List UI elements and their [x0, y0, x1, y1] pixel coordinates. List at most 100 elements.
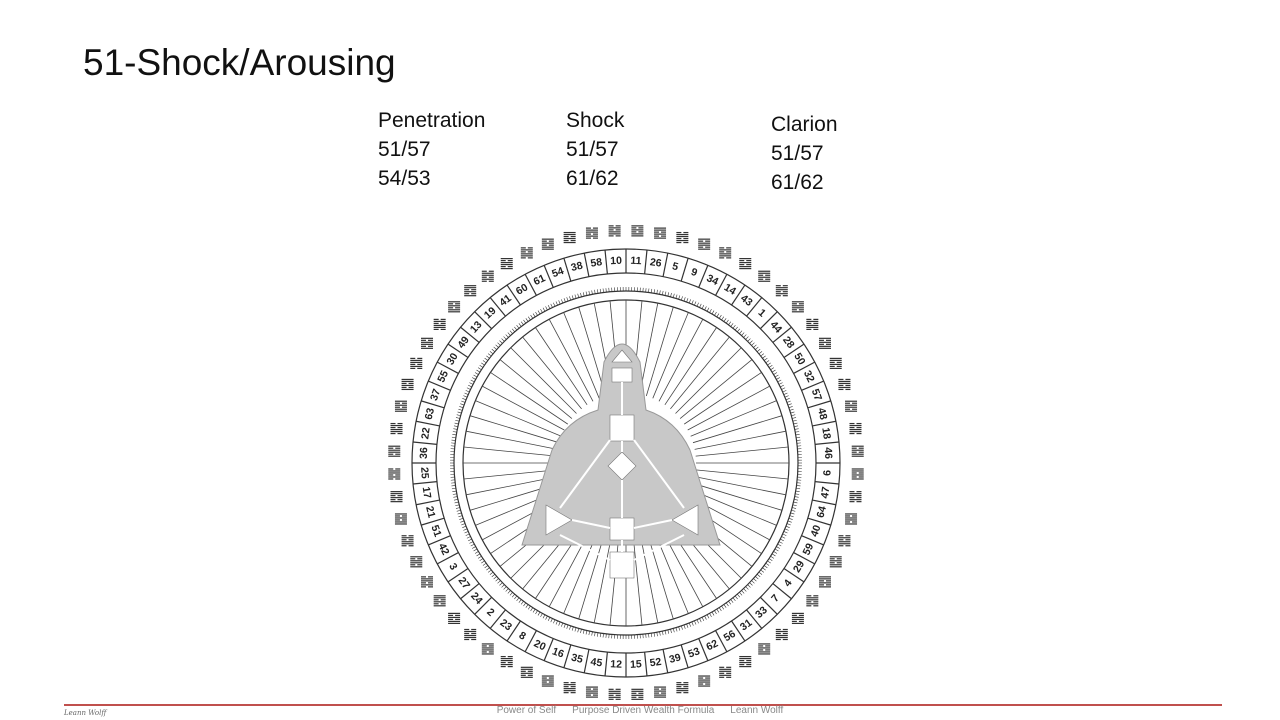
gate-number: 38 — [570, 260, 584, 275]
hexagram-line — [592, 233, 598, 235]
hexagram-line — [388, 476, 401, 478]
channels — [559, 382, 685, 561]
degree-tick — [477, 555, 482, 559]
hexagram-line — [541, 675, 554, 677]
hexagram-line — [520, 668, 533, 670]
gate-number: 33 — [753, 604, 770, 621]
gate-number: 11 — [630, 255, 642, 268]
hexagram-line — [838, 535, 844, 537]
spoke — [645, 306, 674, 397]
degree-tick — [765, 562, 770, 566]
degree-tick — [723, 604, 727, 608]
hexagram-line — [401, 402, 407, 404]
gate-number: 34 — [705, 272, 721, 288]
gate-number: 53 — [686, 645, 701, 660]
gate-divider — [415, 499, 440, 506]
spoke — [652, 312, 689, 399]
degree-tick — [790, 512, 795, 515]
hexagram-line — [448, 309, 461, 311]
hexagram-line — [541, 685, 554, 687]
spoke — [690, 489, 777, 526]
degree-tick — [792, 417, 797, 419]
hexagram-line — [433, 595, 446, 597]
hexagram-line — [705, 683, 711, 685]
hexagram-line — [791, 616, 804, 619]
hexagram — [631, 688, 644, 700]
hexagram-line — [813, 322, 819, 324]
hexagram-line — [638, 227, 644, 229]
hexagram-line — [719, 674, 732, 676]
gate-divider — [772, 326, 792, 343]
hexagram-line — [548, 677, 554, 679]
degree-tick — [650, 288, 653, 293]
degree-tick — [499, 340, 503, 344]
hexagram-line — [481, 280, 487, 282]
hexagram — [388, 445, 401, 457]
hexagram-line — [631, 233, 644, 235]
degree-tick — [459, 518, 464, 520]
gate-number: 49 — [455, 334, 472, 351]
hexagram-line — [520, 676, 533, 678]
hexagram-line — [851, 468, 864, 470]
hexagram-line — [829, 359, 842, 362]
hexagram-line — [654, 227, 667, 229]
hexagram-line — [464, 291, 477, 293]
gate-divider — [447, 343, 469, 358]
degree-tick — [704, 615, 707, 620]
degree-tick — [653, 289, 655, 294]
hexagram-line — [388, 445, 401, 447]
gate-divider — [698, 638, 709, 661]
hexagram-line — [698, 685, 711, 687]
hexagram-line — [390, 497, 403, 499]
gate-divider — [772, 583, 792, 600]
degree-tick — [457, 512, 462, 515]
hexagram-line — [818, 337, 831, 339]
hexagram-line — [676, 239, 689, 242]
spoke — [609, 532, 620, 626]
degree-tick — [751, 342, 755, 346]
gate-divider — [680, 644, 689, 668]
hexagram-line — [615, 229, 621, 231]
degree-tick — [777, 543, 782, 547]
degree-tick — [453, 428, 458, 430]
hexagram-line — [520, 666, 533, 668]
degree-tick — [499, 582, 503, 586]
hexagram-line — [851, 470, 864, 472]
degree-tick — [532, 608, 536, 613]
gate-number: 8 — [517, 629, 528, 642]
hexagram-line — [739, 268, 752, 270]
degree-tick — [763, 565, 768, 569]
hexagram — [818, 576, 831, 588]
hexagram-line — [440, 328, 446, 330]
hexagram-line — [631, 692, 637, 694]
degree-tick — [745, 336, 749, 340]
hexagram-line — [390, 491, 403, 493]
degree-tick — [711, 611, 715, 616]
degree-tick — [597, 289, 599, 294]
hexagram-line — [838, 541, 851, 543]
hexagram-line — [705, 677, 711, 679]
footer-item: Power of Self — [496, 705, 557, 716]
hexagram — [394, 400, 407, 412]
degree-tick — [486, 355, 490, 359]
hexagram-line — [813, 318, 819, 320]
degree-tick — [718, 314, 722, 319]
gate-divider — [662, 252, 669, 277]
degree-tick — [730, 323, 734, 327]
degree-tick — [479, 364, 484, 368]
gate-divider — [715, 630, 728, 653]
gate-divider — [460, 583, 480, 600]
hexagram-line — [481, 270, 487, 272]
hexagram-line — [726, 251, 732, 253]
degree-tick — [723, 318, 727, 322]
hexagram-line — [401, 515, 407, 517]
degree-tick — [653, 632, 655, 637]
hexagram-line — [676, 688, 689, 690]
degree-tick — [464, 531, 469, 534]
degree-tick — [701, 617, 705, 621]
hexagram-line — [394, 513, 407, 515]
hexagram-line — [440, 322, 446, 324]
hexagram-line — [739, 657, 752, 660]
gate-number: 51 — [428, 523, 443, 538]
